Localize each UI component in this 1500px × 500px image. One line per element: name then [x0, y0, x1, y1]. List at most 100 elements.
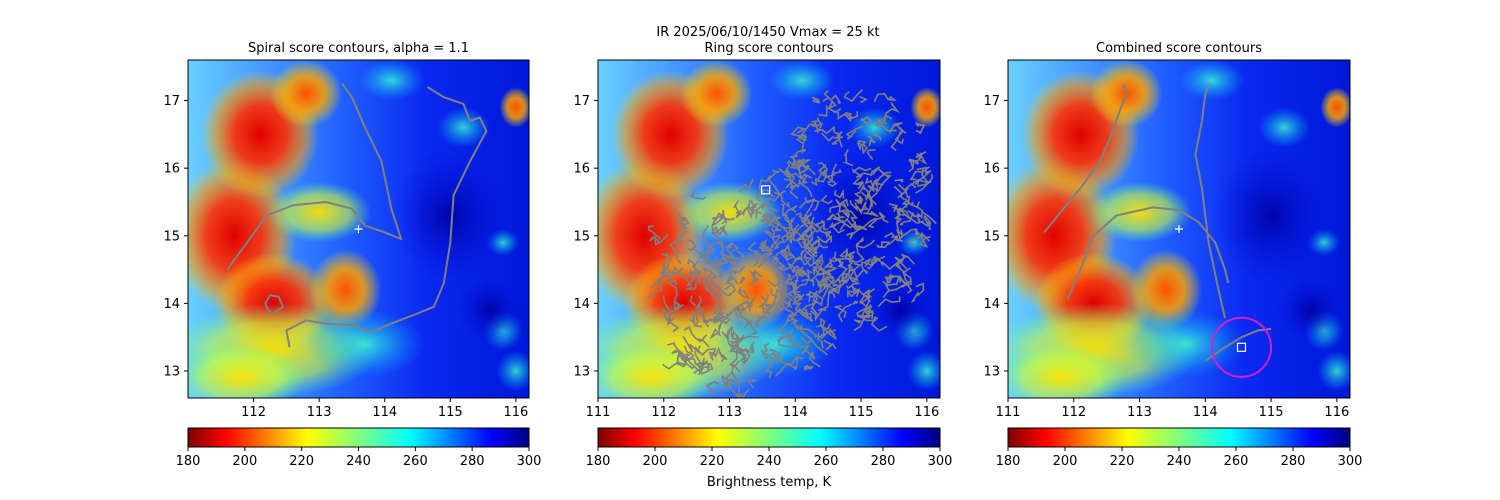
ring-contour	[798, 269, 808, 278]
ring-contour	[810, 338, 828, 356]
cloud-blob-4	[309, 249, 382, 331]
colorbar-tick-label: 300	[928, 454, 953, 469]
ring-contour	[714, 224, 727, 236]
ring-contour	[819, 227, 832, 244]
ring-contour	[829, 204, 849, 217]
y-tick-label: 13	[163, 364, 180, 379]
ring-contour	[787, 159, 812, 167]
x-tick-label: 115	[849, 405, 874, 420]
ring-contour	[810, 216, 829, 231]
ring-contour	[867, 255, 886, 270]
cloud-blob-16	[1277, 276, 1344, 344]
ring-contour	[852, 300, 858, 305]
heatmap-image	[1008, 60, 1350, 398]
ring-contour	[846, 284, 861, 298]
y-tick-label: 16	[983, 162, 1000, 177]
ring-contour	[705, 380, 720, 395]
ring-contour	[736, 250, 751, 260]
colorbar-tick-label: 260	[403, 454, 428, 469]
ring-contour	[855, 236, 864, 247]
ring-contour	[753, 251, 767, 269]
ring-contour	[888, 273, 906, 285]
ring-contour	[877, 296, 901, 308]
ring-contour	[797, 179, 813, 198]
ring-contour	[662, 295, 678, 314]
ring-contour	[832, 257, 843, 266]
x-tick-label: 116	[1324, 405, 1349, 420]
ring-contour	[702, 314, 718, 324]
cloud-blob-13	[496, 350, 529, 392]
ring-contour	[702, 357, 714, 372]
ring-contour	[724, 242, 735, 259]
y-tick-label: 16	[163, 162, 180, 177]
y-tick-label: 17	[573, 94, 590, 109]
ring-contour	[770, 227, 781, 248]
ring-contour	[856, 180, 865, 190]
ring-contour	[916, 201, 924, 213]
ring-contour	[802, 252, 810, 259]
ring-contour	[704, 287, 718, 301]
panel-3: Combined score contours 111 112 113 114 115 11…	[983, 41, 1362, 469]
ring-contour	[787, 280, 805, 304]
ring-contour	[737, 286, 751, 300]
ring-contour	[843, 89, 864, 103]
ring-contour	[862, 288, 875, 303]
ring-contour	[796, 232, 814, 249]
ring-contour	[837, 303, 853, 323]
ring-contour	[724, 282, 737, 297]
ring-contour	[761, 239, 774, 252]
ring-contour	[726, 254, 739, 265]
ring-contour	[756, 245, 773, 260]
y-tick-label: 15	[163, 229, 180, 244]
ring-contour	[780, 203, 796, 228]
ring-contour	[790, 279, 801, 293]
ring-contour	[817, 162, 828, 177]
ring-contour	[848, 111, 859, 120]
ring-contour	[718, 351, 727, 362]
ring-contour	[915, 152, 928, 165]
ring-contour	[724, 275, 735, 285]
combined-contour-1	[1066, 206, 1230, 301]
cloud-blob-9	[437, 107, 490, 148]
ring-contour	[766, 356, 785, 372]
panel-1: Spiral score contours, alpha = 1.1 112 113…	[163, 41, 541, 469]
colorbar: 180 200 220 240 260 280 300	[176, 427, 541, 469]
ring-contour	[845, 208, 859, 219]
ring-contour	[848, 286, 866, 305]
ring-contour	[804, 242, 818, 255]
ring-contour	[669, 232, 684, 265]
ring-contour	[777, 277, 783, 289]
colorbar-tick-label: 260	[1224, 454, 1249, 469]
ring-contour	[817, 332, 824, 349]
ring-contour	[696, 338, 710, 348]
ring-contour	[866, 148, 876, 160]
ring-contour	[671, 349, 683, 359]
ring-contour	[908, 238, 916, 246]
ring-contour	[779, 258, 798, 271]
ring-contour	[862, 255, 880, 268]
x-tick-label: 114	[1193, 405, 1218, 420]
colorbar-tick-label: 260	[814, 454, 839, 469]
ring-contour	[711, 218, 716, 234]
ring-contour	[711, 210, 725, 220]
ring-contour	[899, 211, 916, 226]
ring-contour	[815, 323, 832, 331]
ring-contour	[796, 327, 818, 338]
ring-contour	[763, 342, 770, 353]
cloud-blob-10	[910, 87, 940, 128]
ring-contour	[760, 294, 769, 303]
x-tick-label: 114	[783, 405, 808, 420]
ring-contour	[855, 166, 881, 179]
ring-contour	[760, 213, 768, 223]
ring-contour	[852, 166, 872, 174]
panel-title: Combined score contours	[1096, 41, 1262, 56]
x-tick-label: 113	[717, 405, 742, 420]
colorbar-tick-label: 240	[1167, 454, 1192, 469]
ring-contour	[758, 175, 772, 195]
ring-contour	[763, 230, 778, 246]
ring-contour	[847, 130, 858, 141]
ring-contour	[884, 232, 903, 242]
ring-contour	[910, 201, 920, 209]
ring-contour	[801, 278, 815, 287]
ring-contour	[741, 301, 753, 312]
